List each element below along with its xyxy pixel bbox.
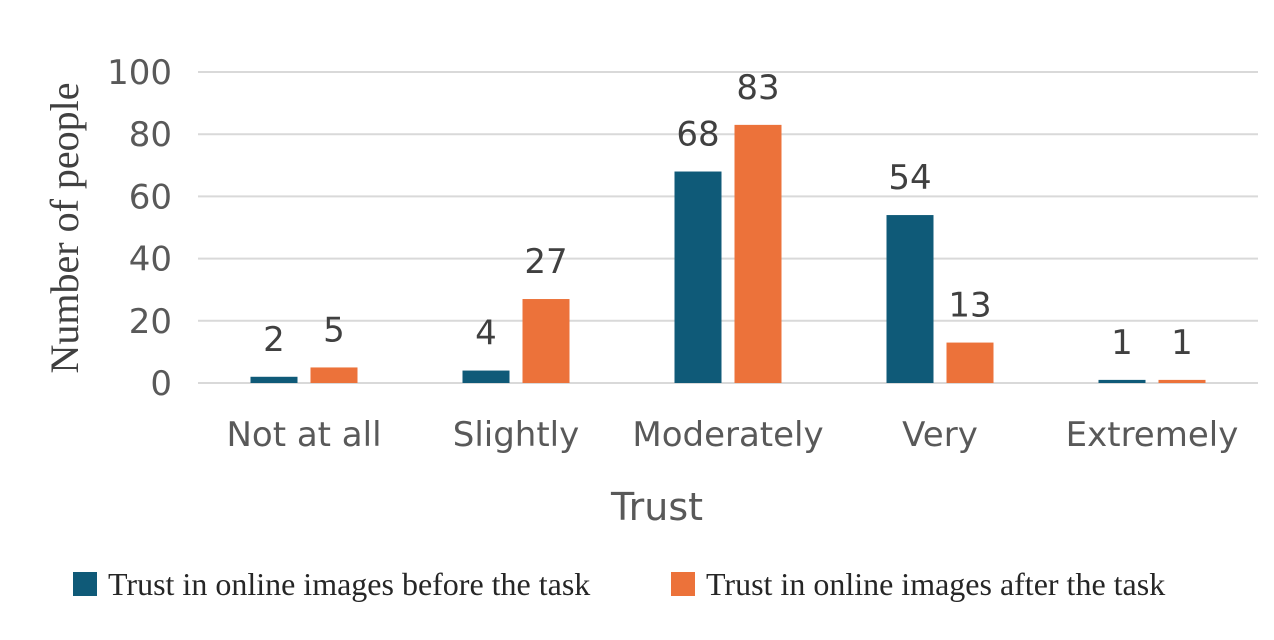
y-tick-label: 80 — [129, 115, 172, 155]
y-tick-label: 40 — [129, 240, 172, 280]
data-label-after: 5 — [323, 310, 345, 350]
bar-after — [1158, 379, 1206, 383]
legend-label-after: Trust in online images after the task — [706, 566, 1165, 602]
legend: Trust in online images before the task T… — [73, 566, 1165, 602]
bar-after — [734, 124, 782, 384]
data-label-after: 13 — [948, 286, 991, 326]
y-axis-title: Number of people — [42, 82, 87, 373]
x-tick-label: Extremely — [1066, 415, 1239, 455]
x-axis-ticks: Not at all Slightly Moderately Very Extremel… — [226, 415, 1238, 455]
legend-swatch-before — [73, 572, 97, 596]
bar-after — [522, 299, 570, 383]
x-tick-label: Moderately — [632, 415, 823, 455]
y-tick-label: 60 — [129, 177, 172, 217]
y-tick-label: 100 — [107, 53, 172, 93]
bar-before — [1098, 379, 1146, 383]
x-axis-title: Trust — [610, 485, 703, 529]
bar-before — [462, 370, 510, 383]
bar-after — [310, 367, 358, 383]
bar-before — [886, 215, 934, 383]
y-axis-ticks: 0 20 40 60 80 100 — [107, 53, 172, 404]
x-tick-label: Slightly — [453, 415, 580, 455]
bar-before — [250, 376, 298, 383]
gridlines — [198, 71, 1258, 384]
data-label-after: 83 — [736, 68, 779, 108]
bar-before — [674, 171, 722, 383]
x-tick-label: Not at all — [226, 415, 381, 455]
legend-swatch-after — [671, 572, 695, 596]
x-tick-label: Very — [902, 415, 978, 455]
legend-label-before: Trust in online images before the task — [108, 566, 590, 602]
data-label-after: 1 — [1171, 323, 1193, 363]
data-label-before: 68 — [676, 115, 719, 155]
y-tick-label: 0 — [150, 364, 172, 404]
data-label-before: 2 — [263, 320, 285, 360]
data-label-before: 4 — [475, 314, 497, 354]
data-label-before: 1 — [1111, 323, 1133, 363]
bar-after — [946, 342, 994, 383]
bars — [250, 124, 1206, 384]
data-label-before: 54 — [888, 158, 931, 198]
data-label-after: 27 — [524, 242, 567, 282]
y-tick-label: 20 — [129, 302, 172, 342]
